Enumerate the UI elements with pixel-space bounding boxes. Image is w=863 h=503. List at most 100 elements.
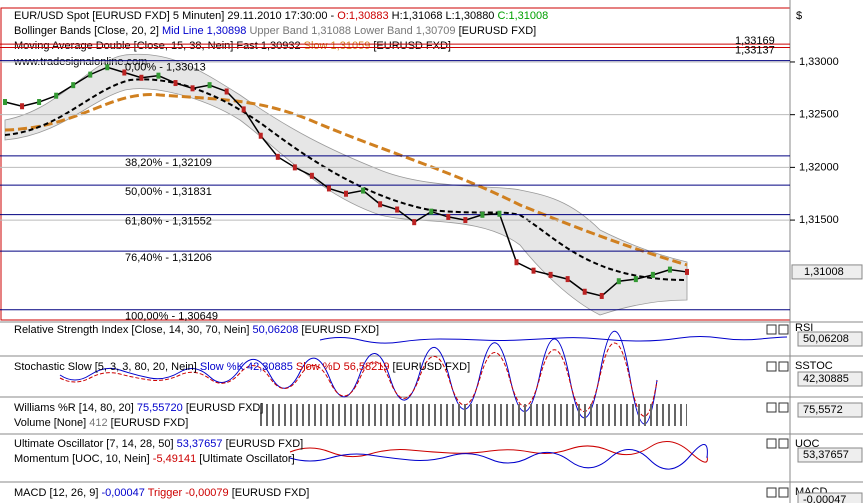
candle bbox=[207, 82, 212, 89]
legend-part: -5,49141 bbox=[153, 453, 199, 465]
legend-part: Upper Band 1,31088 Lower Band 1,30709 bbox=[249, 25, 458, 37]
candle bbox=[37, 99, 42, 106]
candle bbox=[616, 278, 621, 285]
candle bbox=[685, 268, 689, 275]
candle bbox=[429, 208, 434, 215]
legend-part: [EURUSD FXD] bbox=[226, 438, 304, 450]
candle bbox=[156, 72, 161, 79]
panel-button[interactable] bbox=[778, 487, 789, 498]
candle bbox=[275, 153, 280, 160]
candle bbox=[531, 267, 536, 274]
value-box bbox=[797, 371, 863, 387]
legend-part: [Ultimate Oscillator] bbox=[199, 453, 294, 465]
legend-part: Ultimate Oscillator [7, 14, 28, 50] bbox=[14, 438, 177, 450]
panel-value: 75,5572 bbox=[803, 404, 843, 416]
candle bbox=[88, 71, 93, 78]
candle bbox=[190, 85, 195, 92]
last-price-label: 1,31008 bbox=[804, 266, 844, 278]
legend-part: C:1,31008 bbox=[497, 10, 548, 22]
stoch-d bbox=[59, 342, 658, 417]
candle bbox=[633, 276, 638, 283]
value-box bbox=[797, 447, 863, 463]
candle bbox=[71, 82, 76, 89]
legend-part: 412 bbox=[89, 417, 110, 429]
legend-part: Bollinger Bands [Close, 20, 2] bbox=[14, 25, 162, 37]
panel-value: -0,00047 bbox=[803, 494, 846, 503]
legend-part: [EURUSD FXD] bbox=[393, 361, 471, 373]
panel-value: 50,06208 bbox=[803, 333, 849, 345]
legend-part: Williams %R [14, 80, 20] bbox=[14, 402, 137, 414]
panel-value: 42,30885 bbox=[803, 373, 849, 385]
candle bbox=[548, 271, 553, 278]
panel-button[interactable] bbox=[766, 438, 777, 449]
legend-part: H:1,31068 L:1,30880 bbox=[392, 10, 498, 22]
panel-button[interactable] bbox=[778, 438, 789, 449]
bollinger-band bbox=[4, 53, 688, 316]
panel-button[interactable] bbox=[778, 324, 789, 335]
candle bbox=[463, 217, 468, 224]
legend-line: Ultimate Oscillator [7, 14, 28, 50] 53,3… bbox=[14, 438, 303, 450]
legend-part: 50,06208 bbox=[252, 324, 301, 336]
candle bbox=[480, 211, 485, 218]
panel-button[interactable] bbox=[766, 361, 777, 372]
legend-part: EUR/USD Spot [EURUSD FXD] 5 Minuten] 29.… bbox=[14, 10, 337, 22]
candle bbox=[326, 185, 331, 192]
fib-label: 0,00% - 1,33013 bbox=[125, 62, 206, 74]
legend-part: 75,55720 bbox=[137, 402, 186, 414]
legend-part: [EURUSD FXD] bbox=[111, 417, 189, 429]
legend-part: -0,00079 bbox=[185, 487, 231, 499]
uoc-line bbox=[289, 444, 708, 470]
fib-label: 38,20% - 1,32109 bbox=[125, 157, 212, 169]
legend-line: Bollinger Bands [Close, 20, 2] Mid Line … bbox=[14, 25, 536, 37]
candle bbox=[139, 74, 144, 81]
legend-line: Volume [None] 412 [EURUSD FXD] bbox=[14, 417, 188, 429]
level-label: 1,33137 bbox=[735, 44, 775, 56]
panel-button[interactable] bbox=[778, 361, 789, 372]
legend-part: Stochastic Slow [5, 3, 3, 80, 20, Nein] bbox=[14, 361, 200, 373]
legend-part: Slow 1,31059 bbox=[304, 40, 374, 52]
candle bbox=[667, 266, 672, 273]
candle bbox=[344, 190, 348, 197]
legend-part: [EURUSD FXD] bbox=[186, 402, 264, 414]
candle bbox=[122, 69, 127, 76]
candle bbox=[650, 271, 655, 278]
y-tick-label: 1,31500 bbox=[799, 214, 839, 226]
fib-label: 76,40% - 1,31206 bbox=[125, 252, 212, 264]
panel-button[interactable] bbox=[766, 402, 777, 413]
y-tick-label: 1,32500 bbox=[799, 109, 839, 121]
candle bbox=[565, 276, 570, 283]
legend-part: -0,00047 bbox=[101, 487, 147, 499]
fib-label: 100,00% - 1,30649 bbox=[125, 311, 218, 323]
legend-line: Relative Strength Index [Close, 14, 30, … bbox=[14, 324, 379, 336]
panel-value: 53,37657 bbox=[803, 449, 849, 461]
legend-line: Williams %R [14, 80, 20] 75,55720 [EURUS… bbox=[14, 402, 263, 414]
candle bbox=[3, 99, 7, 106]
value-box bbox=[797, 402, 863, 418]
candle bbox=[258, 132, 263, 139]
legend-line: Momentum [UOC, 10, Nein] -5,49141 [Ultim… bbox=[14, 453, 295, 465]
panel-button[interactable] bbox=[778, 402, 789, 413]
y-tick-label: 1,33000 bbox=[799, 56, 839, 68]
candle bbox=[20, 103, 25, 110]
fast-ma bbox=[4, 78, 688, 281]
candle bbox=[395, 206, 400, 213]
level-label: 1,33169 bbox=[735, 35, 775, 47]
legend-part: [EURUSD FXD] bbox=[459, 25, 537, 37]
candle bbox=[514, 259, 519, 266]
candle bbox=[309, 172, 314, 179]
candle bbox=[497, 210, 502, 217]
panel-tag: UOC bbox=[795, 438, 820, 450]
currency: $ bbox=[796, 10, 802, 22]
legend-part: Momentum [UOC, 10, Nein] bbox=[14, 453, 153, 465]
panel-button[interactable] bbox=[766, 324, 777, 335]
legend-line: Stochastic Slow [5, 3, 3, 80, 20, Nein] … bbox=[14, 361, 470, 373]
candle bbox=[105, 64, 110, 71]
last-price-box bbox=[791, 264, 863, 280]
legend-part: Relative Strength Index [Close, 14, 30, … bbox=[14, 324, 252, 336]
legend-line: Moving Average Double [Close, 15, 38, Ne… bbox=[14, 40, 451, 52]
candle bbox=[54, 92, 59, 99]
candle bbox=[412, 219, 417, 226]
panel-button[interactable] bbox=[766, 487, 777, 498]
panel-tag: RSI bbox=[795, 322, 813, 334]
